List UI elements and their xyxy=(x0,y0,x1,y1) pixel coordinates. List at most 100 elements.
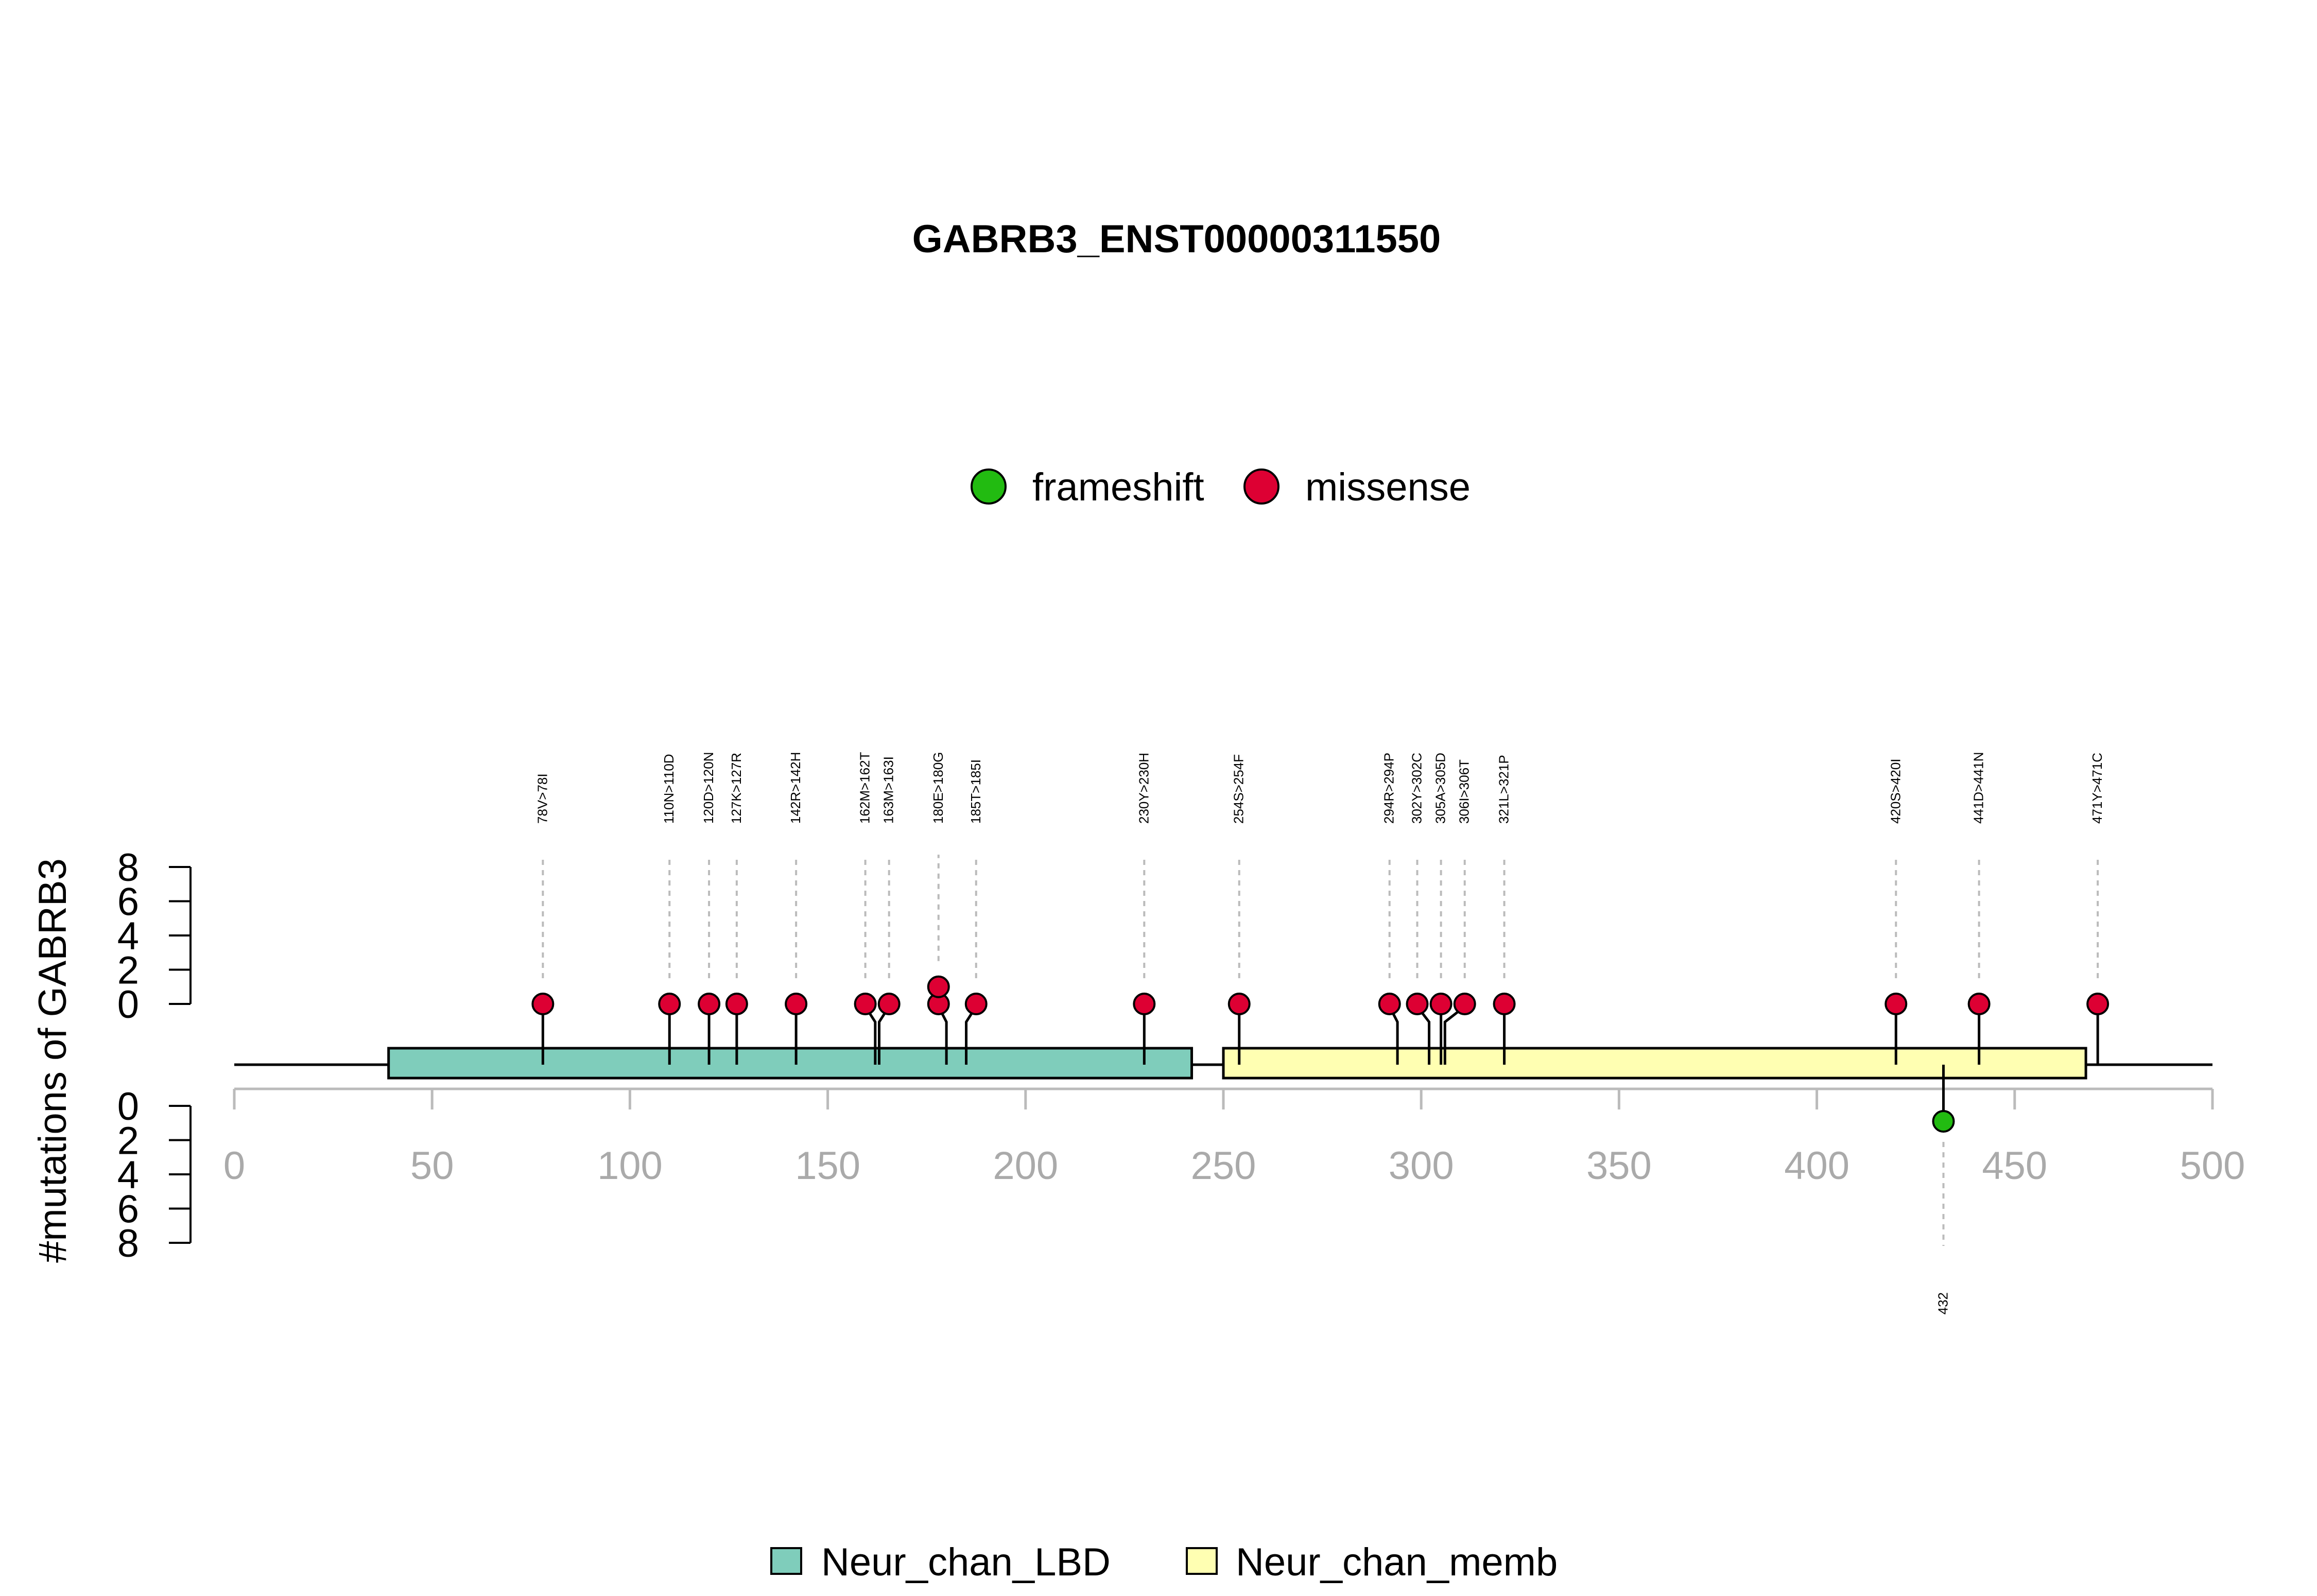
mutation-point xyxy=(1406,993,1429,1015)
y-tick-label-bottom: 2 xyxy=(117,1119,139,1163)
mutation-point xyxy=(1429,993,1453,1015)
mutation-point xyxy=(964,993,988,1015)
mutation-label: 420S>420I xyxy=(1888,758,1903,824)
mutation-label: 432 xyxy=(1935,1292,1950,1314)
legend-top: frameshift missense xyxy=(971,465,1471,509)
mutation-point xyxy=(725,993,748,1015)
mutation-point xyxy=(2086,993,2109,1015)
mutation-point xyxy=(785,993,808,1015)
mutation-162M>162T: 162M>162T xyxy=(854,752,877,1065)
mutation-label: 441D>441N xyxy=(1971,752,1986,824)
mutation-point xyxy=(1453,993,1476,1015)
mutation-441D>441N: 441D>441N xyxy=(1967,752,1991,1065)
mutation-180E>180G: 180E>180G xyxy=(927,752,950,1065)
mutation-label: 180E>180G xyxy=(930,752,946,824)
mutation-label: 110N>110D xyxy=(661,754,677,824)
domain-Neur_chan_memb xyxy=(1222,1047,2087,1080)
y-tick-label-top: 4 xyxy=(117,914,139,958)
x-tick-label: 450 xyxy=(1982,1144,2047,1188)
domain-Neur_chan_LBD xyxy=(387,1047,1194,1080)
mutation-306I>306T: 306I>306T xyxy=(1443,759,1476,1065)
x-tick-label: 400 xyxy=(1784,1144,1849,1188)
legend-marker-frameshift xyxy=(971,469,1007,505)
mutation-point xyxy=(658,993,681,1015)
legend-bottom: Neur_chan_LBD Neur_chan_memb xyxy=(770,1540,1558,1584)
mutation-302Y>302C: 302Y>302C xyxy=(1406,753,1431,1065)
mutation-point xyxy=(1884,993,1908,1015)
mutation-label: 163M>163I xyxy=(881,756,896,824)
legend-label-Neur_chan_LBD: Neur_chan_LBD xyxy=(821,1540,1111,1584)
mutation-label: 78V>78I xyxy=(534,773,550,824)
mutation-label: 302Y>302C xyxy=(1409,753,1425,824)
lollipops: 78V>78I 110N>110D 120D>120N 127K>127R 142R>1… xyxy=(531,752,2109,1314)
mutation-point xyxy=(1133,993,1156,1015)
y-tick-label-top: 8 xyxy=(117,846,139,890)
mutation-471Y>471C: 471Y>471C xyxy=(2086,753,2109,1065)
mutation-254S>254F: 254S>254F xyxy=(1227,754,1251,1065)
y-tick-label-bottom: 8 xyxy=(117,1222,139,1265)
legend-label-Neur_chan_memb: Neur_chan_memb xyxy=(1236,1540,1558,1584)
x-tick-label: 350 xyxy=(1586,1144,1652,1188)
mutation-point xyxy=(927,975,950,998)
y-tick-label-top: 6 xyxy=(117,880,139,924)
legend-swatch-Neur_chan_memb xyxy=(1186,1547,1218,1575)
mutation-point xyxy=(531,993,555,1015)
mutation-label: 185T>185I xyxy=(968,759,983,824)
x-tick-label: 300 xyxy=(1389,1144,1454,1188)
mutation-label: 321L>321P xyxy=(1496,755,1512,824)
mutation-label: 306I>306T xyxy=(1457,759,1472,824)
mutation-432: 432 xyxy=(1932,1065,1955,1314)
mutation-label: 230Y>230H xyxy=(1136,753,1151,824)
legend-swatch-Neur_chan_LBD xyxy=(770,1547,802,1575)
mutation-110N>110D: 110N>110D xyxy=(658,754,681,1065)
mutation-120D>120N: 120D>120N xyxy=(698,752,721,1065)
mutation-127K>127R: 127K>127R xyxy=(725,753,748,1065)
mutation-label: 142R>142H xyxy=(788,752,803,824)
x-tick-label: 150 xyxy=(795,1144,860,1188)
mutation-point xyxy=(1967,993,1991,1015)
mutation-230Y>230H: 230Y>230H xyxy=(1133,753,1156,1065)
mutation-point xyxy=(1378,993,1401,1015)
y-tick-label-bottom: 0 xyxy=(117,1085,139,1129)
mutation-321L>321P: 321L>321P xyxy=(1493,755,1516,1065)
mutation-305A>305D: 305A>305D xyxy=(1429,753,1453,1065)
mutation-point xyxy=(877,993,901,1015)
y-axis-label: #mutations of GABRB3 xyxy=(31,858,75,1263)
x-tick-label: 100 xyxy=(597,1144,663,1188)
mutation-label: 254S>254F xyxy=(1231,754,1247,824)
legend-marker-missense xyxy=(1243,469,1279,505)
domains xyxy=(387,1047,2087,1080)
legend-label-frameshift: frameshift xyxy=(1032,465,1204,509)
mutation-label: 162M>162T xyxy=(857,752,873,824)
legend-label-missense: missense xyxy=(1305,465,1471,509)
mutation-point xyxy=(1493,993,1516,1015)
mutation-294R>294P: 294R>294P xyxy=(1378,753,1401,1065)
mutation-point xyxy=(698,993,721,1015)
y-tick-label-bottom: 6 xyxy=(117,1188,139,1231)
x-tick-label: 250 xyxy=(1191,1144,1256,1188)
y-tick-label-bottom: 4 xyxy=(117,1153,139,1197)
y-tick-label-top: 2 xyxy=(117,949,139,993)
mutation-185T>185I: 185T>185I xyxy=(964,759,988,1065)
mutation-label: 120D>120N xyxy=(701,752,716,824)
mutation-label: 294R>294P xyxy=(1381,753,1397,824)
mutation-78V>78I: 78V>78I xyxy=(531,773,555,1065)
mutation-point xyxy=(854,993,877,1015)
chart-title: GABRB3_ENST00000311550 xyxy=(912,217,1441,261)
mutation-label: 127K>127R xyxy=(729,753,744,824)
y-tick-label-top: 0 xyxy=(117,983,139,1027)
mutation-420S>420I: 420S>420I xyxy=(1884,758,1908,1065)
mutation-label: 471Y>471C xyxy=(2089,753,2105,824)
mutation-142R>142H: 142R>142H xyxy=(785,752,808,1065)
x-tick-label: 0 xyxy=(223,1144,245,1188)
x-tick-label: 200 xyxy=(993,1144,1058,1188)
mutation-point xyxy=(1932,1110,1955,1133)
mutation-point xyxy=(1227,993,1251,1015)
x-axis: 0 50 100 150 200 250 300 350 400 450 500 xyxy=(223,1087,2245,1188)
mutation-163M>163I: 163M>163I xyxy=(877,756,901,1065)
x-tick-label: 50 xyxy=(410,1144,454,1188)
x-tick-label: 500 xyxy=(2180,1144,2245,1188)
